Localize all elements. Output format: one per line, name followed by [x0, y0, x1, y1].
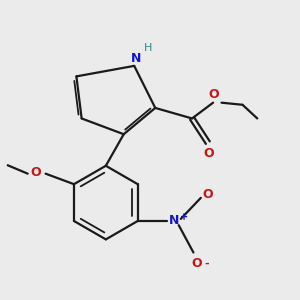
- Text: +: +: [180, 212, 188, 222]
- Text: O: O: [31, 166, 41, 179]
- Text: -: -: [205, 259, 209, 269]
- Text: O: O: [204, 147, 214, 160]
- Text: N: N: [131, 52, 142, 65]
- Text: O: O: [191, 256, 202, 269]
- Text: N: N: [169, 214, 180, 227]
- Text: O: O: [209, 88, 220, 101]
- Text: O: O: [203, 188, 214, 201]
- Text: H: H: [144, 43, 152, 53]
